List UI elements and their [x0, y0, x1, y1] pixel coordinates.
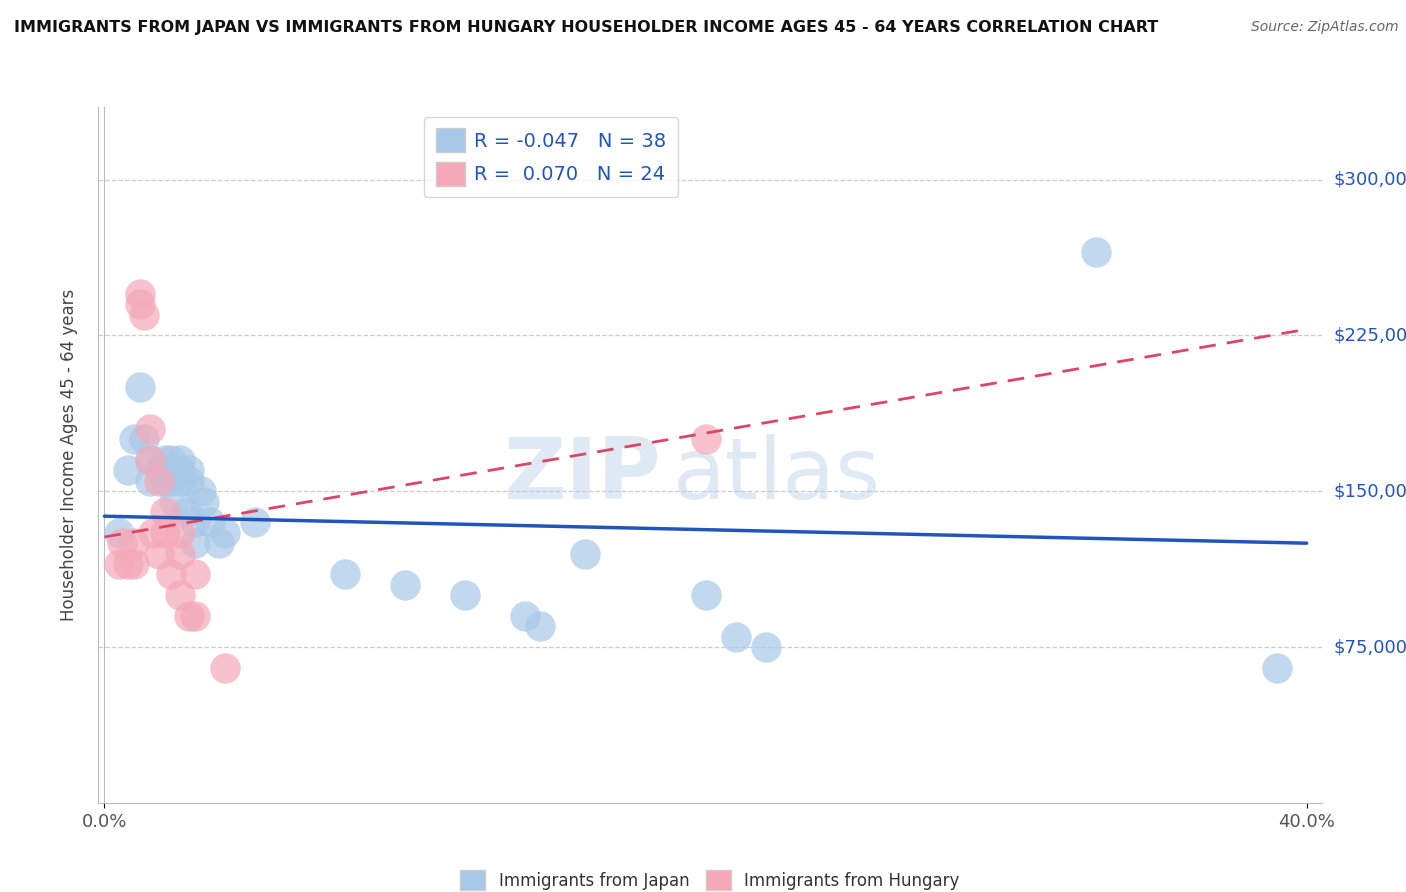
- Point: [124, 433, 146, 447]
- Point: [132, 433, 155, 447]
- Point: [153, 505, 176, 519]
- Point: [169, 453, 191, 467]
- Point: [198, 516, 221, 530]
- Point: [574, 547, 596, 561]
- Point: [138, 453, 160, 467]
- Text: $150,000: $150,000: [1334, 483, 1406, 500]
- Text: $225,000: $225,000: [1334, 326, 1406, 344]
- Point: [162, 494, 184, 508]
- Point: [695, 588, 717, 602]
- Point: [183, 567, 205, 582]
- Point: [129, 287, 152, 301]
- Point: [159, 453, 181, 467]
- Point: [724, 630, 747, 644]
- Point: [153, 474, 176, 488]
- Y-axis label: Householder Income Ages 45 - 64 years: Householder Income Ages 45 - 64 years: [59, 289, 77, 621]
- Point: [183, 536, 205, 550]
- Point: [333, 567, 356, 582]
- Point: [695, 433, 717, 447]
- Point: [129, 380, 152, 394]
- Point: [177, 474, 200, 488]
- Point: [214, 661, 236, 675]
- Point: [1085, 245, 1108, 260]
- Text: $300,000: $300,000: [1334, 170, 1406, 189]
- Point: [108, 525, 131, 540]
- Point: [117, 557, 139, 571]
- Point: [153, 525, 176, 540]
- Point: [214, 525, 236, 540]
- Point: [183, 608, 205, 623]
- Point: [141, 525, 163, 540]
- Point: [208, 536, 231, 550]
- Text: atlas: atlas: [673, 434, 882, 517]
- Point: [108, 557, 131, 571]
- Point: [148, 547, 170, 561]
- Point: [454, 588, 477, 602]
- Point: [515, 608, 537, 623]
- Point: [138, 453, 160, 467]
- Point: [193, 494, 215, 508]
- Point: [148, 463, 170, 477]
- Point: [117, 463, 139, 477]
- Point: [148, 474, 170, 488]
- Point: [169, 463, 191, 477]
- Point: [169, 588, 191, 602]
- Point: [138, 474, 160, 488]
- Legend: Immigrants from Japan, Immigrants from Hungary: Immigrants from Japan, Immigrants from H…: [454, 863, 966, 892]
- Point: [132, 308, 155, 322]
- Point: [129, 297, 152, 311]
- Text: ZIP: ZIP: [503, 434, 661, 517]
- Point: [124, 557, 146, 571]
- Point: [1265, 661, 1288, 675]
- Point: [183, 516, 205, 530]
- Point: [394, 578, 416, 592]
- Text: IMMIGRANTS FROM JAPAN VS IMMIGRANTS FROM HUNGARY HOUSEHOLDER INCOME AGES 45 - 64: IMMIGRANTS FROM JAPAN VS IMMIGRANTS FROM…: [14, 20, 1159, 35]
- Point: [174, 505, 197, 519]
- Text: Source: ZipAtlas.com: Source: ZipAtlas.com: [1251, 20, 1399, 34]
- Text: $75,000: $75,000: [1334, 638, 1406, 656]
- Point: [138, 422, 160, 436]
- Point: [169, 474, 191, 488]
- Point: [529, 619, 551, 633]
- Point: [159, 567, 181, 582]
- Point: [159, 474, 181, 488]
- Point: [153, 453, 176, 467]
- Point: [190, 484, 212, 499]
- Point: [177, 463, 200, 477]
- Point: [111, 536, 134, 550]
- Point: [169, 547, 191, 561]
- Point: [124, 536, 146, 550]
- Point: [755, 640, 778, 654]
- Point: [177, 608, 200, 623]
- Point: [169, 525, 191, 540]
- Point: [243, 516, 266, 530]
